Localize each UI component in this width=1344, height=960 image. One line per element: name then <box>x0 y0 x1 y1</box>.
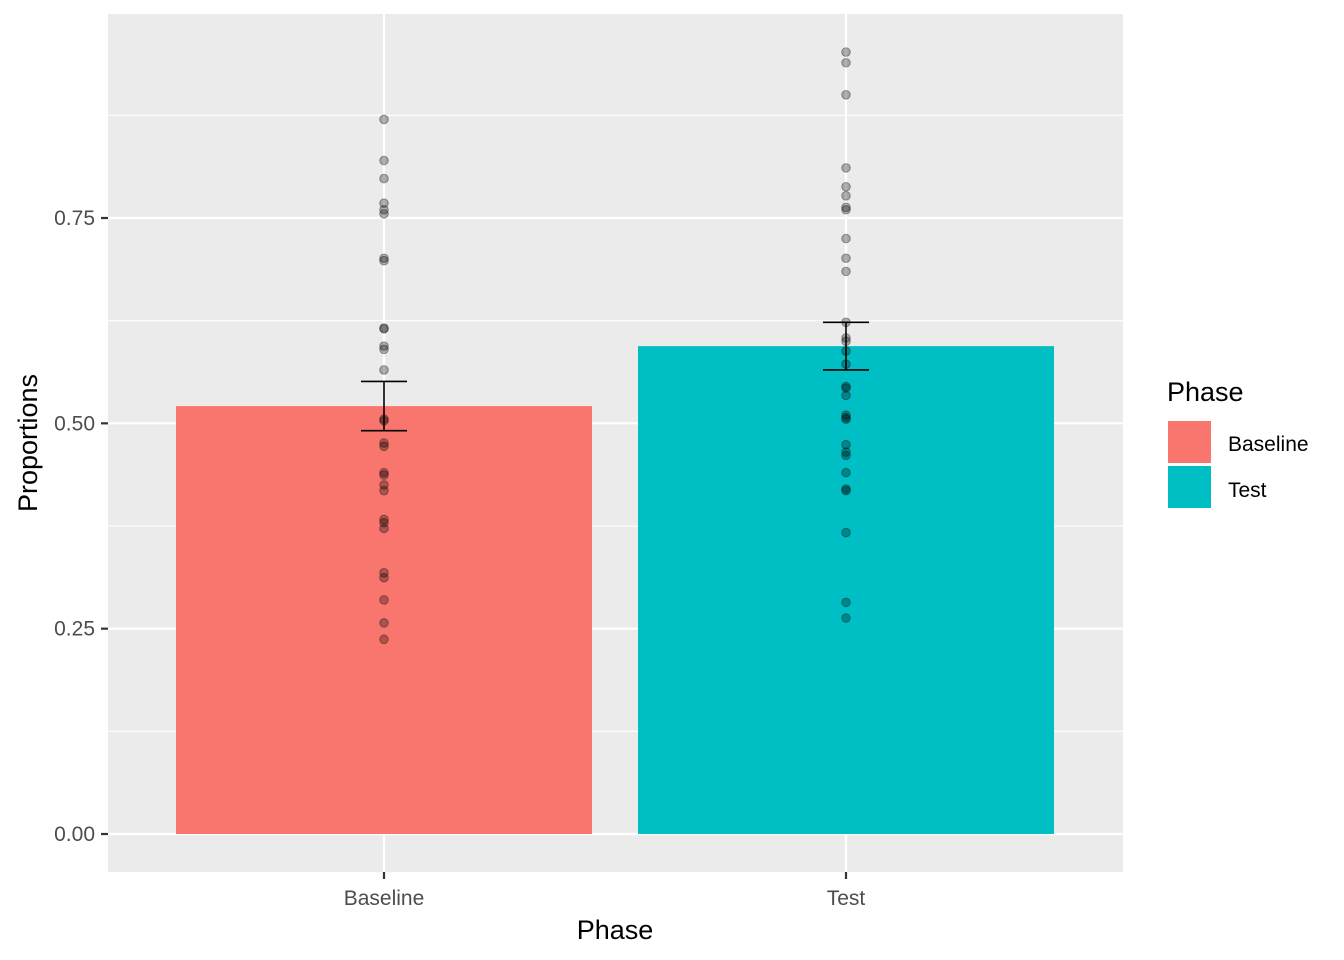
data-point <box>841 390 851 401</box>
data-point <box>379 324 389 334</box>
data-point <box>841 163 851 173</box>
data-point <box>379 634 389 645</box>
data-point <box>379 416 389 426</box>
data-point <box>841 57 851 68</box>
data-point <box>379 438 389 448</box>
data-point <box>841 439 851 450</box>
data-point <box>841 613 851 623</box>
data-point <box>841 47 851 57</box>
data-point <box>379 323 389 333</box>
data-point <box>379 173 389 184</box>
data-point <box>841 346 851 356</box>
data-point <box>379 253 389 264</box>
data-point <box>841 317 851 328</box>
data-point <box>841 202 851 213</box>
data-point <box>841 359 851 369</box>
data-point <box>841 527 851 538</box>
bar-baseline <box>176 406 592 834</box>
data-point <box>841 467 851 478</box>
data-point <box>841 414 851 425</box>
data-point <box>379 198 389 209</box>
data-point <box>379 595 389 605</box>
data-point <box>379 341 389 351</box>
error-bars <box>361 321 869 432</box>
data-point <box>841 336 851 347</box>
data-point <box>841 333 851 343</box>
data-point <box>379 485 389 496</box>
data-point <box>379 467 389 478</box>
y-tick-label: 0.75 <box>54 207 95 230</box>
data-point <box>379 365 389 375</box>
data-point <box>379 414 389 425</box>
x-axis-title: Phase <box>577 915 654 945</box>
data-point <box>379 209 389 219</box>
data-point <box>841 412 851 423</box>
data-point <box>841 450 851 461</box>
y-tick-label: 0.50 <box>54 412 95 435</box>
data-point <box>379 470 389 480</box>
data-point <box>841 253 851 264</box>
legend-label-baseline: Baseline <box>1228 433 1309 456</box>
data-point <box>379 114 389 125</box>
data-point <box>379 255 389 266</box>
data-point <box>379 568 389 578</box>
data-point <box>379 514 389 525</box>
legend-key-baseline <box>1168 421 1211 463</box>
data-point <box>841 485 851 496</box>
legend-key-test <box>1168 466 1211 508</box>
data-point <box>841 383 851 393</box>
data-point <box>841 597 851 608</box>
data-point <box>841 181 851 192</box>
data-point <box>379 480 389 490</box>
data-point <box>379 572 389 583</box>
x-tick-label: Baseline <box>344 887 425 910</box>
x-tick-label: Test <box>827 887 866 910</box>
data-point <box>841 447 851 457</box>
data-point <box>841 381 851 392</box>
y-tick-label: 0.00 <box>54 823 95 846</box>
data-point <box>841 484 851 494</box>
data-point <box>841 266 851 277</box>
data-point <box>841 233 851 244</box>
y-axis: 0.00 0.25 0.50 0.75 <box>54 207 108 846</box>
data-point <box>379 204 389 215</box>
y-axis-title: Proportions <box>13 374 43 512</box>
data-point <box>379 523 389 534</box>
data-point <box>841 204 851 215</box>
legend-label-test: Test <box>1228 479 1267 502</box>
data-point <box>841 191 851 201</box>
data-point <box>379 441 389 452</box>
data-point <box>841 90 851 100</box>
bar-test <box>638 346 1054 834</box>
bars <box>176 346 1054 834</box>
data-point <box>379 155 389 166</box>
y-tick-label: 0.25 <box>54 618 95 641</box>
x-axis: Baseline Test <box>344 872 866 910</box>
data-point <box>379 344 389 355</box>
jitter-points <box>379 47 851 645</box>
data-point <box>379 517 389 528</box>
data-point <box>841 410 851 420</box>
data-point <box>379 618 389 628</box>
legend: Phase Baseline Test <box>1167 377 1309 508</box>
legend-title: Phase <box>1167 377 1244 407</box>
